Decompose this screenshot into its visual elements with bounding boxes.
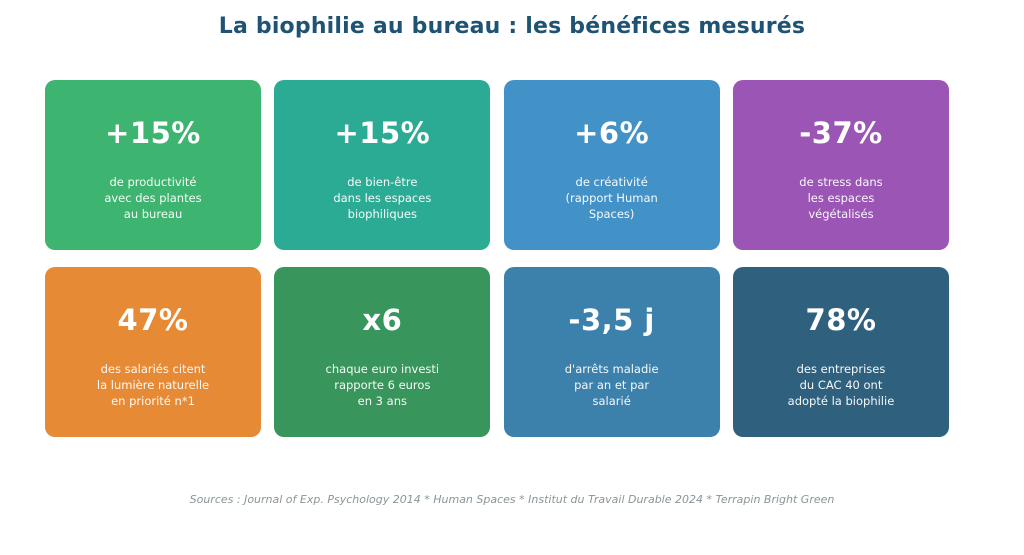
stat-description: de bien-être dans les espaces biophiliqu… <box>333 175 432 222</box>
stat-card-creativite: +6% de créativité (rapport Human Spaces) <box>503 80 720 250</box>
stat-card-retour-investissement: x6 chaque euro investi rapporte 6 euros … <box>274 267 491 437</box>
stat-value: 78% <box>805 303 877 337</box>
stat-description: chaque euro investi rapporte 6 euros en … <box>325 362 440 409</box>
sources-footer: Sources : Journal of Exp. Psychology 201… <box>189 493 835 506</box>
stat-description: des salariés citent la lumière naturelle… <box>96 362 210 409</box>
stat-value: -3,5 j <box>568 303 655 337</box>
stat-card-grid: +15% de productivité avec des plantes au… <box>45 80 949 437</box>
stat-value: +6% <box>574 116 650 150</box>
stat-card-cac40: 78% des entreprises du CAC 40 ont adopté… <box>732 267 949 437</box>
stat-description: d'arrêts maladie par an et par salarié <box>564 362 659 409</box>
stat-card-productivite: +15% de productivité avec des plantes au… <box>45 80 261 250</box>
stat-value: x6 <box>362 303 403 337</box>
stat-value: +15% <box>105 116 201 150</box>
stat-description: de créativité (rapport Human Spaces) <box>565 175 658 222</box>
stat-description: de stress dans les espaces végétalisés <box>799 175 883 222</box>
page-title: La biophilie au bureau : les bénéfices m… <box>218 14 806 39</box>
stat-card-bien-etre: +15% de bien-être dans les espaces bioph… <box>274 80 491 250</box>
stat-card-lumiere: 47% des salariés citent la lumière natur… <box>45 267 261 437</box>
stat-value: -37% <box>799 116 883 150</box>
stat-description: de productivité avec des plantes au bure… <box>104 175 202 222</box>
stat-value: +15% <box>334 116 431 150</box>
stat-value: 47% <box>117 303 189 337</box>
stat-card-stress: -37% de stress dans les espaces végétali… <box>732 80 949 250</box>
stat-card-arrets-maladie: -3,5 j d'arrêts maladie par an et par sa… <box>503 267 720 437</box>
stat-description: des entreprises du CAC 40 ont adopté la … <box>787 362 895 409</box>
